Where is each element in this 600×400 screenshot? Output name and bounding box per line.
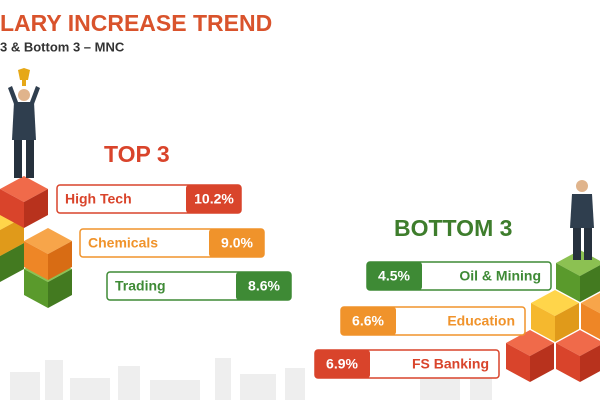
cube-right (555, 303, 579, 342)
row-label: FS Banking (412, 356, 489, 372)
cube-right (24, 189, 48, 228)
value-box (367, 262, 422, 290)
cube-left (581, 303, 600, 340)
cube-right (48, 241, 72, 280)
cube-right (530, 343, 554, 382)
person-top (8, 68, 40, 178)
cube-left (0, 189, 24, 228)
cube-right (0, 217, 24, 256)
cube-left (556, 263, 580, 302)
person-bottom (570, 180, 594, 260)
row-value: 4.5% (378, 268, 410, 284)
cube-right (580, 265, 600, 302)
row-value: 6.6% (352, 313, 384, 329)
row-value: 8.6% (248, 278, 280, 294)
cube-top (556, 330, 600, 356)
cube-left (506, 343, 530, 382)
value-box (186, 185, 241, 213)
cube-right (580, 345, 600, 382)
skyline (10, 358, 492, 400)
cube-left (24, 269, 48, 308)
row-label: Chemicals (88, 235, 158, 251)
row-value: 9.0% (221, 235, 253, 251)
row-label: Oil & Mining (459, 268, 541, 284)
top-heading: TOP 3 (104, 141, 170, 167)
cube-left (531, 303, 555, 342)
row-value: 10.2% (194, 191, 234, 207)
value-box (236, 272, 291, 300)
rows: High Tech 10.2% Chemicals 9.0% Trading 8.6% 4.… (56, 184, 552, 379)
row-label: Trading (115, 278, 166, 294)
title: LARY INCREASE TREND (0, 10, 272, 36)
value-box (341, 307, 396, 335)
cube-stacks (0, 176, 600, 382)
cube-left (24, 241, 48, 280)
value-box (315, 350, 370, 378)
row-label: Education (447, 313, 515, 329)
cube-right (48, 269, 72, 308)
subtitle: 3 & Bottom 3 – MNC (0, 39, 125, 54)
cube-left (556, 343, 580, 382)
cube-top (581, 292, 600, 314)
row-value: 6.9% (326, 356, 358, 372)
bottom-heading: BOTTOM 3 (394, 215, 512, 241)
value-box (209, 229, 264, 257)
row-label: High Tech (65, 191, 132, 207)
